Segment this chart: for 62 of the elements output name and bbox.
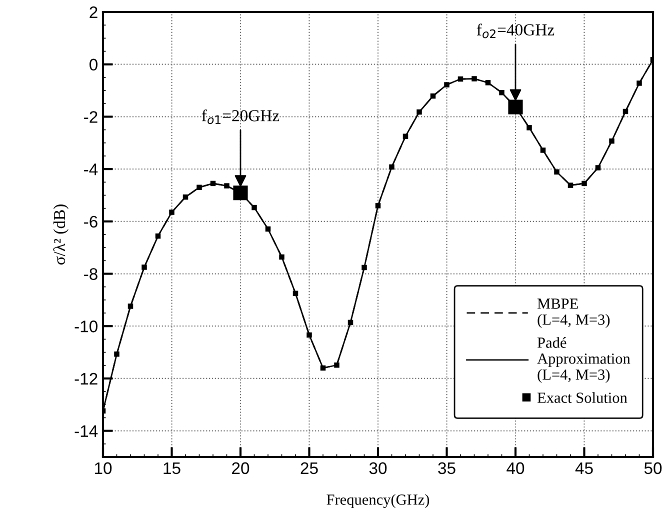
x-axis-title: Frequency(GHz) (326, 494, 430, 508)
y-tick-label: 0 (90, 58, 98, 71)
point (348, 320, 354, 326)
y-tick-label: -2 (84, 111, 98, 123)
point (499, 90, 504, 96)
annotation: f$_{o2}$=40GHz (476, 24, 554, 38)
point (306, 332, 312, 338)
point (279, 254, 284, 260)
point (389, 164, 394, 170)
y-tick-label: -12 (74, 372, 98, 385)
point (402, 134, 408, 139)
point (430, 93, 436, 99)
legend-label: Padé Approximation (L=4, M=3) (537, 337, 630, 383)
y-tick-label: -10 (74, 320, 98, 332)
point (142, 264, 147, 270)
y-tick-label: -4 (84, 164, 98, 176)
legend-label: Exact Solution (537, 392, 628, 403)
y-axis-title: σ/λ² (dB) (53, 204, 68, 265)
point (334, 362, 340, 368)
point (114, 352, 120, 357)
point (622, 108, 628, 114)
point (182, 194, 188, 200)
y-tick-label: -14 (74, 425, 98, 437)
x-tick-label: 40 (506, 462, 524, 474)
point (444, 82, 450, 88)
y-tick-label: -6 (84, 216, 98, 228)
x-tick-label: 20 (232, 462, 250, 474)
point (265, 226, 271, 232)
y-tick-label: -8 (84, 268, 98, 280)
point (196, 184, 202, 190)
point (128, 304, 134, 309)
x-tick-label: 35 (438, 462, 456, 474)
point (568, 182, 574, 188)
point (210, 180, 216, 186)
point (458, 76, 464, 82)
x-tick-label: 15 (164, 462, 180, 474)
point (375, 203, 381, 208)
point (416, 109, 422, 115)
point (362, 264, 367, 270)
legend-label: MBPE (L=4, M=3) (537, 298, 610, 328)
point (554, 169, 560, 175)
y-tick-label: 2 (90, 6, 98, 18)
annotation: f$_{o1}$=20GHz (202, 109, 280, 124)
point (292, 290, 298, 296)
point (485, 80, 491, 86)
point (526, 125, 532, 130)
point (540, 148, 546, 153)
point (169, 210, 174, 215)
point (595, 165, 601, 170)
point (636, 80, 642, 86)
x-tick-label: 50 (644, 462, 662, 474)
x-tick-label: 25 (300, 462, 318, 474)
point (224, 183, 230, 188)
point (609, 138, 614, 144)
point (472, 76, 477, 82)
x-tick-label: 10 (95, 462, 112, 474)
point (252, 204, 257, 210)
point (320, 365, 326, 371)
x-tick-label: 30 (369, 462, 387, 474)
point (155, 233, 161, 239)
x-tick-label: 45 (575, 462, 593, 474)
point (582, 180, 587, 186)
